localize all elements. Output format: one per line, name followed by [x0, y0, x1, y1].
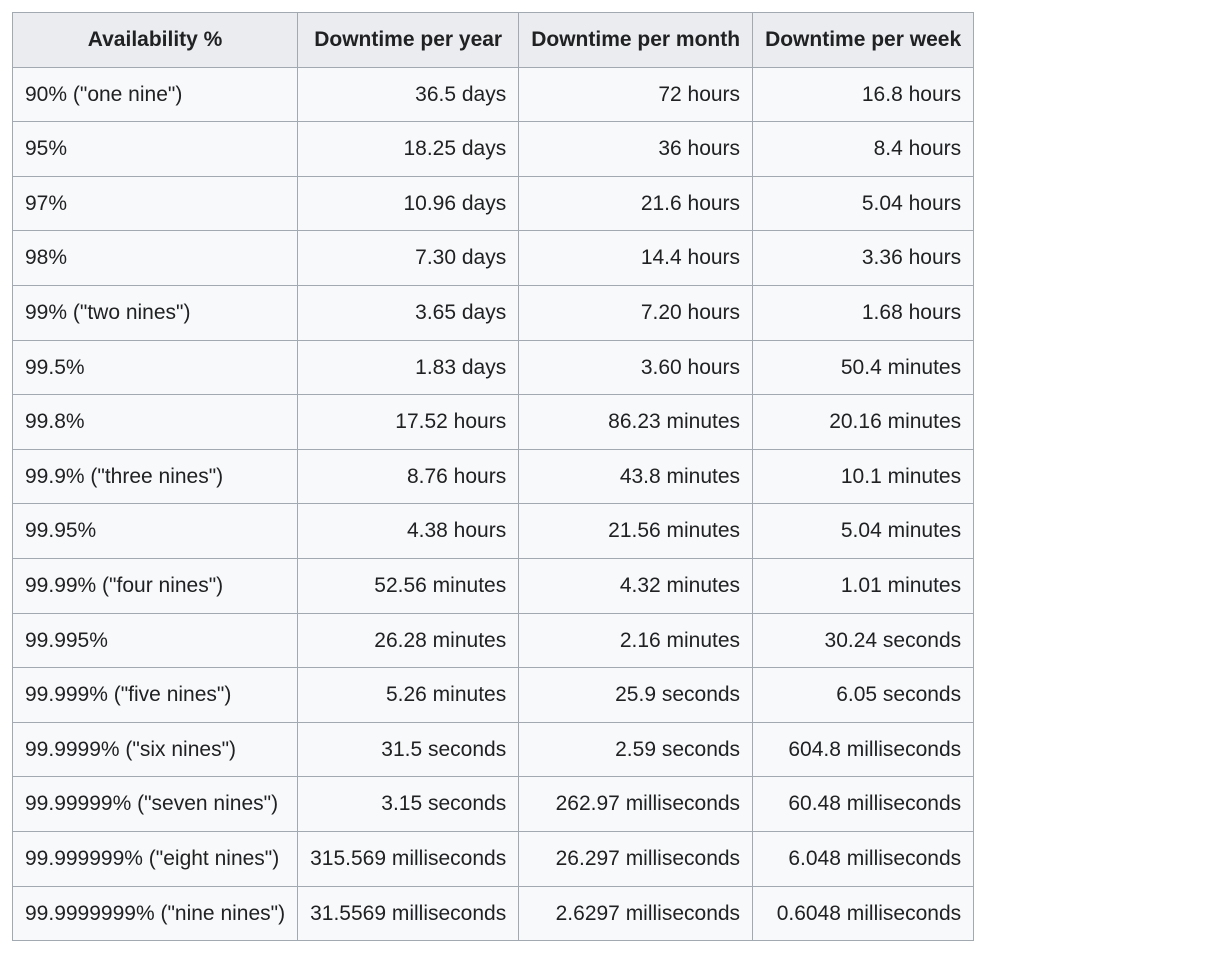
- cell-downtime-month: 21.6 hours: [519, 176, 753, 231]
- table-row: 97% 10.96 days 21.6 hours 5.04 hours: [13, 176, 974, 231]
- cell-downtime-year: 18.25 days: [298, 122, 519, 177]
- cell-downtime-week: 50.4 minutes: [753, 340, 974, 395]
- cell-downtime-month: 2.59 seconds: [519, 722, 753, 777]
- cell-downtime-week: 604.8 milliseconds: [753, 722, 974, 777]
- cell-downtime-year: 31.5569 milliseconds: [298, 886, 519, 941]
- cell-availability: 99.9% ("three nines"): [13, 449, 298, 504]
- table-row: 99.99999% ("seven nines") 3.15 seconds 2…: [13, 777, 974, 832]
- cell-downtime-month: 2.16 minutes: [519, 613, 753, 668]
- cell-downtime-year: 5.26 minutes: [298, 668, 519, 723]
- cell-availability: 99.995%: [13, 613, 298, 668]
- cell-downtime-year: 4.38 hours: [298, 504, 519, 559]
- cell-downtime-year: 3.15 seconds: [298, 777, 519, 832]
- cell-availability: 99.9999999% ("nine nines"): [13, 886, 298, 941]
- cell-availability: 99% ("two nines"): [13, 285, 298, 340]
- cell-downtime-year: 36.5 days: [298, 67, 519, 122]
- table-row: 90% ("one nine") 36.5 days 72 hours 16.8…: [13, 67, 974, 122]
- cell-availability: 99.8%: [13, 395, 298, 450]
- availability-table: Availability % Downtime per year Downtim…: [12, 12, 974, 941]
- cell-downtime-month: 86.23 minutes: [519, 395, 753, 450]
- cell-downtime-week: 5.04 minutes: [753, 504, 974, 559]
- cell-availability: 99.95%: [13, 504, 298, 559]
- cell-downtime-week: 30.24 seconds: [753, 613, 974, 668]
- cell-downtime-week: 20.16 minutes: [753, 395, 974, 450]
- table-row: 98% 7.30 days 14.4 hours 3.36 hours: [13, 231, 974, 286]
- table-row: 99.9999999% ("nine nines") 31.5569 milli…: [13, 886, 974, 941]
- cell-downtime-month: 4.32 minutes: [519, 558, 753, 613]
- cell-downtime-year: 315.569 milliseconds: [298, 831, 519, 886]
- cell-downtime-month: 262.97 milliseconds: [519, 777, 753, 832]
- cell-downtime-week: 60.48 milliseconds: [753, 777, 974, 832]
- cell-downtime-month: 3.60 hours: [519, 340, 753, 395]
- table-row: 99.999% ("five nines") 5.26 minutes 25.9…: [13, 668, 974, 723]
- cell-availability: 98%: [13, 231, 298, 286]
- table-row: 99.99% ("four nines") 52.56 minutes 4.32…: [13, 558, 974, 613]
- cell-availability: 99.999% ("five nines"): [13, 668, 298, 723]
- cell-availability: 90% ("one nine"): [13, 67, 298, 122]
- table-body: 90% ("one nine") 36.5 days 72 hours 16.8…: [13, 67, 974, 941]
- table-row: 99.995% 26.28 minutes 2.16 minutes 30.24…: [13, 613, 974, 668]
- cell-downtime-year: 8.76 hours: [298, 449, 519, 504]
- table-row: 99.9999% ("six nines") 31.5 seconds 2.59…: [13, 722, 974, 777]
- cell-downtime-week: 6.048 milliseconds: [753, 831, 974, 886]
- cell-downtime-month: 14.4 hours: [519, 231, 753, 286]
- cell-downtime-year: 7.30 days: [298, 231, 519, 286]
- cell-downtime-year: 26.28 minutes: [298, 613, 519, 668]
- cell-downtime-month: 2.6297 milliseconds: [519, 886, 753, 941]
- table-row: 99.999999% ("eight nines") 315.569 milli…: [13, 831, 974, 886]
- table-row: 95% 18.25 days 36 hours 8.4 hours: [13, 122, 974, 177]
- cell-downtime-week: 0.6048 milliseconds: [753, 886, 974, 941]
- cell-downtime-month: 21.56 minutes: [519, 504, 753, 559]
- col-header-downtime-week: Downtime per week: [753, 13, 974, 68]
- cell-downtime-month: 7.20 hours: [519, 285, 753, 340]
- cell-availability: 95%: [13, 122, 298, 177]
- table-row: 99.9% ("three nines") 8.76 hours 43.8 mi…: [13, 449, 974, 504]
- cell-downtime-month: 36 hours: [519, 122, 753, 177]
- table-row: 99.8% 17.52 hours 86.23 minutes 20.16 mi…: [13, 395, 974, 450]
- cell-downtime-week: 8.4 hours: [753, 122, 974, 177]
- table-row: 99.5% 1.83 days 3.60 hours 50.4 minutes: [13, 340, 974, 395]
- cell-availability: 97%: [13, 176, 298, 231]
- cell-downtime-year: 10.96 days: [298, 176, 519, 231]
- cell-availability: 99.999999% ("eight nines"): [13, 831, 298, 886]
- cell-downtime-week: 10.1 minutes: [753, 449, 974, 504]
- cell-availability: 99.5%: [13, 340, 298, 395]
- cell-downtime-week: 16.8 hours: [753, 67, 974, 122]
- cell-downtime-week: 1.68 hours: [753, 285, 974, 340]
- cell-downtime-year: 31.5 seconds: [298, 722, 519, 777]
- cell-downtime-year: 52.56 minutes: [298, 558, 519, 613]
- cell-downtime-month: 25.9 seconds: [519, 668, 753, 723]
- cell-downtime-week: 6.05 seconds: [753, 668, 974, 723]
- cell-availability: 99.9999% ("six nines"): [13, 722, 298, 777]
- cell-downtime-month: 43.8 minutes: [519, 449, 753, 504]
- cell-downtime-week: 5.04 hours: [753, 176, 974, 231]
- cell-availability: 99.99% ("four nines"): [13, 558, 298, 613]
- cell-downtime-month: 26.297 milliseconds: [519, 831, 753, 886]
- col-header-downtime-year: Downtime per year: [298, 13, 519, 68]
- table-row: 99.95% 4.38 hours 21.56 minutes 5.04 min…: [13, 504, 974, 559]
- table-header-row: Availability % Downtime per year Downtim…: [13, 13, 974, 68]
- table-row: 99% ("two nines") 3.65 days 7.20 hours 1…: [13, 285, 974, 340]
- cell-downtime-year: 1.83 days: [298, 340, 519, 395]
- cell-downtime-week: 1.01 minutes: [753, 558, 974, 613]
- cell-downtime-year: 3.65 days: [298, 285, 519, 340]
- cell-availability: 99.99999% ("seven nines"): [13, 777, 298, 832]
- cell-downtime-year: 17.52 hours: [298, 395, 519, 450]
- cell-downtime-month: 72 hours: [519, 67, 753, 122]
- col-header-availability: Availability %: [13, 13, 298, 68]
- cell-downtime-week: 3.36 hours: [753, 231, 974, 286]
- col-header-downtime-month: Downtime per month: [519, 13, 753, 68]
- table-header: Availability % Downtime per year Downtim…: [13, 13, 974, 68]
